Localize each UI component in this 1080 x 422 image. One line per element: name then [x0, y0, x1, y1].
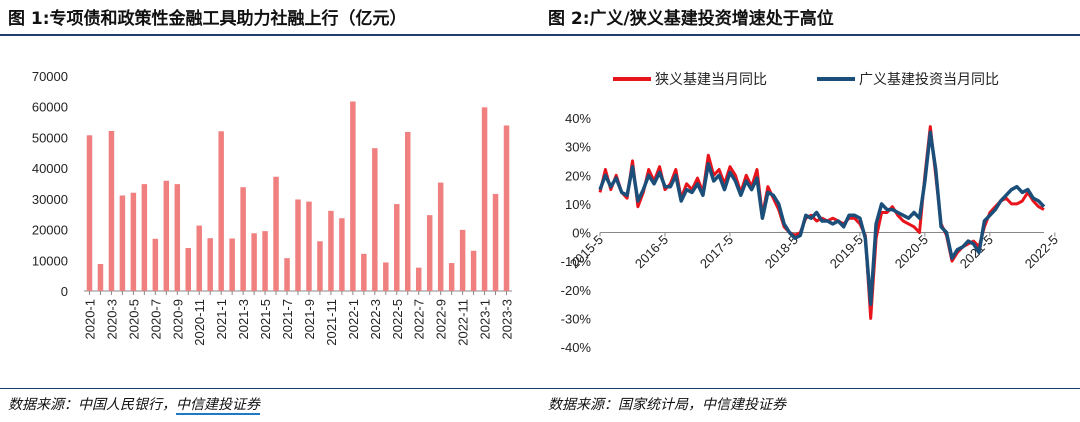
top-rule: [0, 34, 1080, 36]
bar: [130, 192, 137, 291]
x-tick-label: 2022-1: [346, 299, 361, 339]
bar: [262, 231, 268, 291]
left-figure-title: 图 1:专项债和政策性金融工具助力社融上行（亿元）: [8, 9, 407, 29]
bar: [196, 225, 202, 291]
bar: [163, 180, 170, 291]
bar: [459, 229, 466, 291]
bar: [481, 107, 488, 291]
bar: [372, 148, 378, 291]
x-tick-label: 2022-9: [434, 299, 449, 339]
bar-chart: 0 10000 20000 30000 40000 50000 60000 70000 2020…: [32, 69, 515, 346]
x-tick-label: 2016-5: [632, 232, 671, 271]
x-tick-label: 2022-3: [368, 299, 383, 339]
x-tick-label: 2021-5: [258, 299, 273, 339]
x-tick-label: 2022-5: [390, 299, 405, 339]
bar: [306, 201, 312, 291]
series-line: [598, 130, 1046, 306]
x-tick-label: 2017-5: [697, 232, 736, 271]
y-tick-label: 40%: [565, 111, 591, 126]
bar: [273, 176, 279, 291]
bar: [426, 215, 433, 291]
bar: [470, 250, 477, 291]
y-tick-label: 30000: [32, 192, 68, 207]
y-tick-label: 20000: [32, 223, 68, 238]
bar: [328, 210, 334, 291]
x-tick-label: 2022-7: [412, 299, 427, 339]
x-tick-label: 2021-11: [324, 299, 339, 346]
x-tick-label: 2023-3: [500, 299, 515, 339]
y-tick-label: 60000: [32, 100, 68, 115]
x-tick-label: 2023-1: [478, 299, 493, 339]
bar: [350, 101, 356, 291]
left-source-note: 数据来源：中国人民银行，中信建投证券: [8, 394, 260, 415]
bar: [207, 238, 213, 291]
right-figure-title: 图 2:广义/狭义基建投资增速处于高位: [548, 9, 834, 29]
x-tick-label: 2021-5: [957, 232, 996, 271]
bar: [405, 131, 411, 291]
bar: [361, 253, 367, 291]
bar: [394, 204, 400, 291]
x-tick-label: 2020-1: [82, 299, 97, 339]
bar: [284, 258, 290, 291]
y-tick-label: 50000: [32, 130, 68, 145]
left-source-link[interactable]: 中信建投证券: [176, 397, 260, 415]
y-tick-label: 40000: [32, 161, 68, 176]
y-tick-label: 10000: [32, 253, 68, 268]
x-tick-label: 2020-5: [892, 232, 931, 271]
y-tick-label: -10%: [561, 254, 592, 269]
bar: [97, 263, 104, 291]
right-source-note: 数据来源：国家统计局，中信建投证券: [548, 397, 786, 413]
bar: [152, 238, 159, 291]
bar: [503, 125, 510, 291]
y-tick-label: 30%: [565, 140, 591, 155]
legend-label: 狭义基建当月同比: [655, 71, 767, 88]
bar: [141, 184, 148, 291]
y-tick-label: 0: [61, 284, 68, 299]
x-tick-label: 2021-3: [236, 299, 251, 339]
x-tick-label: 2020-11: [192, 299, 207, 346]
x-tick-label: 2022-5: [1022, 232, 1061, 271]
bar: [492, 193, 499, 291]
left-source-prefix: 数据来源：中国人民银行，: [8, 397, 176, 413]
bar: [185, 248, 191, 291]
bar: [119, 195, 126, 291]
line-chart: -40%-30%-20%-10%0%10%20%30%40%2015-5 2016…: [561, 71, 1061, 355]
bar: [317, 241, 323, 291]
bar: [218, 131, 224, 291]
bar: [448, 263, 455, 291]
x-tick-label: 2021-9: [302, 299, 317, 339]
x-tick-label: 2020-3: [104, 299, 119, 339]
bar: [251, 233, 257, 291]
bar: [437, 182, 444, 291]
x-tick-label: 2019-5: [827, 232, 866, 271]
bar: [229, 238, 235, 291]
bar: [240, 187, 246, 291]
x-tick-label: 2020-7: [148, 299, 163, 339]
y-tick-label: -30%: [561, 311, 592, 326]
x-tick-label: 2020-9: [170, 299, 185, 339]
bar: [174, 184, 181, 291]
x-tick-label: 2021-7: [280, 299, 295, 339]
bar: [415, 267, 422, 291]
x-tick-label: 2021-1: [214, 299, 229, 339]
y-tick-label: -40%: [561, 340, 592, 355]
y-tick-label: 70000: [32, 69, 68, 84]
bar: [86, 135, 93, 291]
y-tick-label: -20%: [561, 283, 592, 298]
x-tick-label: 2022-11: [456, 299, 471, 346]
bar: [108, 130, 115, 291]
y-tick-label: 10%: [565, 197, 591, 212]
bottom-rule: [0, 388, 1080, 389]
y-tick-label: 0%: [572, 226, 591, 241]
bar: [295, 199, 301, 291]
bar: [383, 262, 389, 291]
x-tick-label: 2020-5: [126, 299, 141, 339]
legend-label: 广义基建投资当月同比: [859, 71, 999, 88]
bar: [339, 218, 345, 291]
y-tick-label: 20%: [565, 168, 591, 183]
